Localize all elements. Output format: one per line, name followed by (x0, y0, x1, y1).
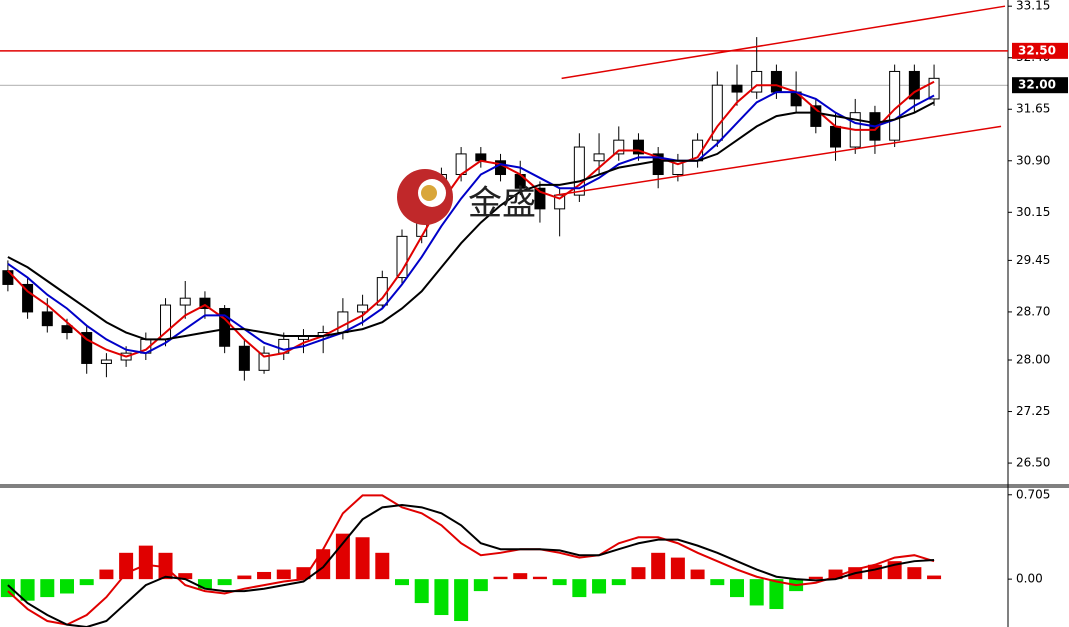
histogram-bar (532, 576, 547, 580)
y-tick-label: 29.45 (1016, 253, 1050, 267)
histogram-bar (611, 579, 626, 586)
candle-body (219, 307, 231, 347)
histogram-bar (493, 576, 508, 580)
candle-body (81, 332, 93, 364)
histogram-bar (828, 569, 843, 580)
histogram-bar (276, 569, 291, 580)
logo (397, 169, 453, 225)
histogram-bar (79, 579, 94, 586)
candle-body (573, 146, 585, 196)
candle-body (534, 187, 546, 210)
histogram-bar (631, 567, 646, 580)
indicator-line (7, 101, 935, 341)
histogram-bar (119, 552, 134, 580)
y-tick-label: 26.50 (1016, 456, 1050, 470)
candle-body (61, 325, 73, 334)
histogram-bar (197, 579, 212, 589)
histogram-bar (316, 549, 331, 580)
histogram-bar (217, 579, 232, 586)
histogram-bar (927, 575, 942, 580)
candle-body (770, 70, 782, 93)
candle-body (337, 311, 349, 334)
histogram-bar (572, 579, 587, 598)
candle-body (908, 70, 920, 100)
trend-line (561, 5, 1006, 80)
price-label-box (1012, 42, 1068, 59)
histogram-bar (907, 567, 922, 580)
histogram-bar (670, 557, 685, 580)
y-tick-label: 28.70 (1016, 304, 1050, 318)
histogram-bar (710, 579, 725, 586)
histogram-bar (0, 579, 15, 598)
candle-body (2, 270, 14, 285)
candle-body (100, 359, 112, 364)
histogram-bar (592, 579, 607, 594)
candle-body (751, 70, 763, 93)
candle-body (711, 84, 723, 141)
watermark: 金盛 (468, 184, 536, 224)
y-tick-label: 33.15 (1016, 0, 1050, 13)
candle-body (475, 153, 487, 162)
candle-body (810, 105, 822, 127)
candle-body (613, 139, 625, 155)
y-tick-label: 0.00 (1016, 572, 1043, 586)
candle-body (357, 304, 369, 313)
candle-body (928, 77, 940, 100)
histogram-bar (40, 579, 55, 598)
indicator-line (7, 91, 935, 355)
indicator-line (7, 80, 935, 358)
histogram-bar (473, 579, 488, 592)
trend-line (555, 125, 1002, 196)
histogram-bar (690, 569, 705, 580)
histogram-bar (355, 537, 370, 580)
histogram-bar (375, 552, 390, 580)
histogram-bar (730, 579, 744, 598)
candle-body (830, 125, 842, 148)
histogram-bar (769, 579, 784, 610)
histogram-bar (749, 579, 764, 606)
y-tick-label: 28.00 (1016, 353, 1050, 367)
indicator-line (7, 503, 935, 627)
histogram-bar (395, 579, 409, 586)
histogram-bar (552, 579, 567, 586)
candle-body (593, 153, 605, 162)
candle-body (199, 297, 211, 309)
candle-body (632, 139, 644, 155)
histogram-bar (20, 579, 35, 601)
candle-body (160, 304, 172, 340)
y-tick-label: 27.25 (1016, 404, 1050, 418)
price-label: 32.00 (1018, 78, 1056, 92)
candle-body (652, 153, 664, 176)
histogram-bar (434, 579, 449, 616)
histogram-bar (651, 552, 666, 580)
histogram-bar (454, 579, 469, 622)
candle-body (731, 84, 743, 93)
histogram-bar (99, 569, 114, 580)
candle-body (179, 297, 191, 306)
histogram-bar (158, 552, 173, 580)
histogram-bar (513, 573, 528, 580)
histogram-bar (257, 571, 272, 580)
histogram-bar (296, 567, 311, 580)
y-tick-label: 30.15 (1016, 205, 1050, 219)
y-tick-label: 30.90 (1016, 153, 1050, 167)
histogram-bar (60, 579, 74, 594)
price-label-box (1012, 77, 1068, 94)
histogram-bar (178, 573, 193, 580)
histogram-bar (808, 576, 823, 580)
candle-body (22, 283, 34, 313)
candle-body (41, 311, 53, 327)
indicator-line (7, 494, 935, 626)
histogram-bar (335, 533, 350, 580)
histogram-bar (138, 545, 153, 580)
candle-body (396, 235, 408, 279)
y-tick-label: 31.65 (1016, 102, 1050, 116)
y-tick-label: 0.705 (1016, 487, 1050, 501)
histogram-bar (414, 579, 429, 604)
histogram-bar (237, 575, 252, 580)
candle-body (238, 345, 250, 371)
price-label: 32.50 (1018, 43, 1056, 57)
candle-body (258, 352, 270, 371)
